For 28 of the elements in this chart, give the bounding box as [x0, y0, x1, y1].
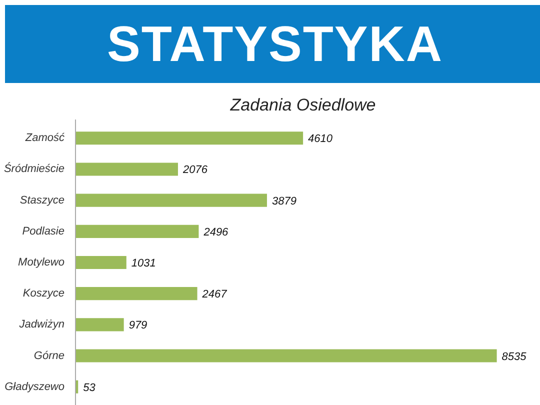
data-label: 3879	[272, 195, 296, 208]
y-tick-label: Staszyce	[20, 194, 65, 206]
bar	[76, 318, 124, 332]
data-label: 8535	[502, 350, 528, 363]
y-tick-label: Gładyszewo	[4, 380, 65, 393]
bar	[76, 162, 178, 176]
bar	[76, 224, 199, 238]
data-label: 1031	[131, 258, 156, 270]
y-tick-label: Zamość	[24, 132, 65, 144]
bar	[76, 194, 267, 207]
y-tick-label: Górne	[34, 350, 65, 362]
chart-subtitle: Zadania Osiedlowe	[229, 96, 376, 114]
bar	[76, 132, 304, 145]
chart-title: STATYSTYKA	[107, 15, 443, 74]
data-label: 979	[128, 320, 148, 332]
data-label: 53	[83, 382, 96, 394]
bar	[76, 287, 198, 300]
data-label: 2076	[182, 164, 208, 176]
data-label: 2496	[202, 226, 230, 238]
y-tick-label: Jadwiżyn	[18, 318, 65, 331]
bar	[76, 349, 497, 362]
y-tick-label: Śródmieście	[4, 162, 65, 176]
bar	[76, 256, 126, 270]
data-label: 4610	[308, 133, 334, 146]
y-tick-label: Koszyce	[22, 288, 65, 300]
y-tick-label: Podlasie	[22, 225, 65, 238]
y-tick-label: Motylewo	[18, 256, 65, 268]
data-label: 2467	[201, 288, 228, 301]
